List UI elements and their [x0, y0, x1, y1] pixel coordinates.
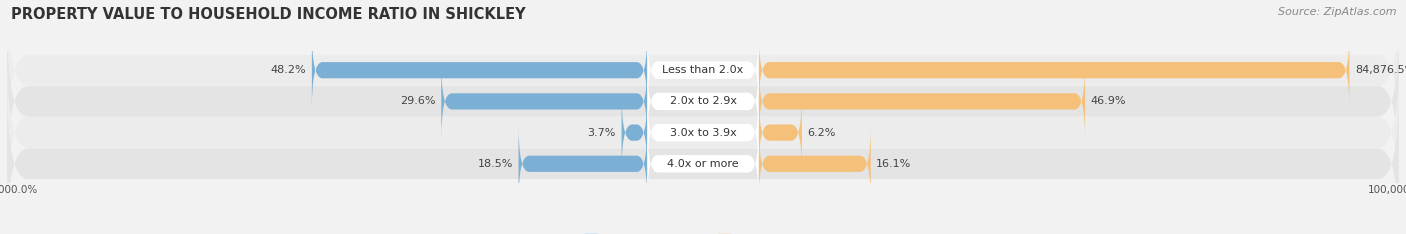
FancyBboxPatch shape	[7, 54, 1399, 211]
Text: Less than 2.0x: Less than 2.0x	[662, 65, 744, 75]
FancyBboxPatch shape	[647, 32, 759, 108]
Text: 29.6%: 29.6%	[401, 96, 436, 106]
FancyBboxPatch shape	[647, 95, 759, 171]
FancyBboxPatch shape	[759, 125, 870, 202]
Text: PROPERTY VALUE TO HOUSEHOLD INCOME RATIO IN SHICKLEY: PROPERTY VALUE TO HOUSEHOLD INCOME RATIO…	[11, 7, 526, 22]
FancyBboxPatch shape	[759, 32, 1350, 109]
Text: 46.9%: 46.9%	[1091, 96, 1126, 106]
FancyBboxPatch shape	[621, 94, 647, 171]
Text: 2.0x to 2.9x: 2.0x to 2.9x	[669, 96, 737, 106]
Text: 16.1%: 16.1%	[876, 159, 911, 169]
FancyBboxPatch shape	[759, 94, 801, 171]
Text: 4.0x or more: 4.0x or more	[668, 159, 738, 169]
FancyBboxPatch shape	[441, 63, 647, 140]
FancyBboxPatch shape	[647, 126, 759, 202]
FancyBboxPatch shape	[759, 63, 1085, 140]
Text: 6.2%: 6.2%	[807, 128, 835, 138]
Text: Source: ZipAtlas.com: Source: ZipAtlas.com	[1278, 7, 1396, 17]
FancyBboxPatch shape	[7, 0, 1399, 149]
FancyBboxPatch shape	[647, 63, 759, 139]
Text: 84,876.5%: 84,876.5%	[1355, 65, 1406, 75]
Text: 18.5%: 18.5%	[478, 159, 513, 169]
Text: 3.7%: 3.7%	[588, 128, 616, 138]
FancyBboxPatch shape	[7, 85, 1399, 234]
FancyBboxPatch shape	[7, 23, 1399, 180]
Text: 3.0x to 3.9x: 3.0x to 3.9x	[669, 128, 737, 138]
FancyBboxPatch shape	[312, 32, 647, 109]
FancyBboxPatch shape	[519, 125, 647, 202]
Text: 48.2%: 48.2%	[271, 65, 307, 75]
Legend: Without Mortgage, With Mortgage: Without Mortgage, With Mortgage	[579, 230, 827, 234]
